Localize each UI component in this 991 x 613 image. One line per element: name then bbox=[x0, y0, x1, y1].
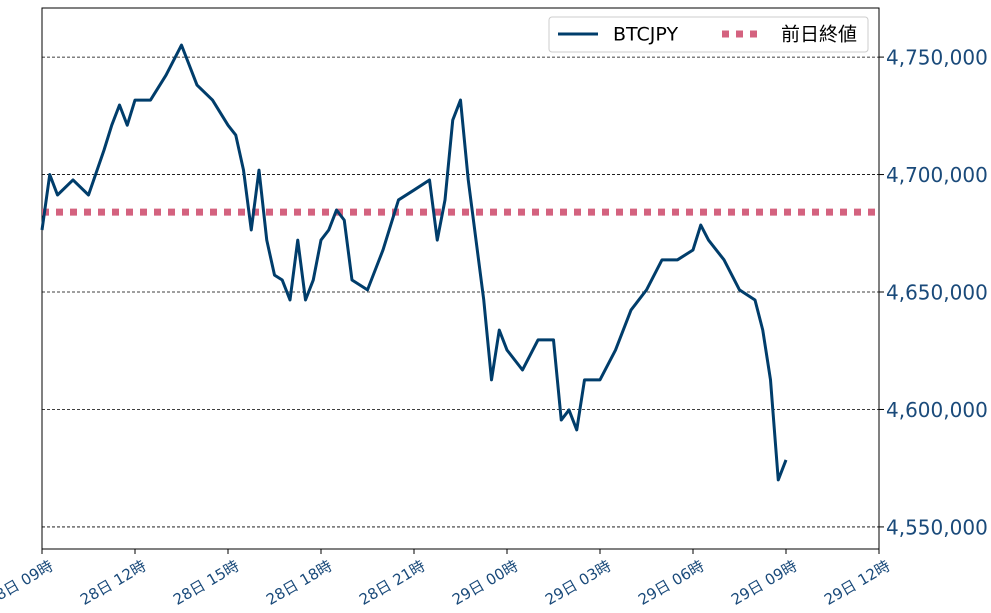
y-tick-label: 4,550,000 bbox=[886, 515, 988, 539]
x-tick-label: 29日 03時 bbox=[542, 557, 614, 609]
legend-label: 前日終値 bbox=[781, 24, 857, 46]
x-tick-label: 28日 09時 bbox=[0, 557, 56, 609]
x-tick-label: 29日 06時 bbox=[635, 557, 707, 609]
y-tick-label: 4,700,000 bbox=[886, 163, 988, 187]
x-tick-label: 28日 21時 bbox=[356, 557, 428, 609]
x-tick-label: 29日 00時 bbox=[449, 557, 521, 609]
legend-box bbox=[548, 16, 869, 53]
y-tick-label: 4,650,000 bbox=[886, 281, 988, 305]
x-tick-label: 28日 18時 bbox=[263, 557, 335, 609]
plot-frame bbox=[41, 7, 880, 550]
data-line bbox=[40, 43, 788, 482]
y-tick-label: 4,750,000 bbox=[886, 46, 988, 70]
x-tick-label: 28日 12時 bbox=[77, 557, 149, 609]
x-tick-label: 29日 09時 bbox=[728, 557, 800, 609]
x-tick-label: 28日 15時 bbox=[170, 557, 242, 609]
legend-label: BTCJPY bbox=[613, 24, 678, 46]
y-tick-label: 4,600,000 bbox=[886, 398, 988, 422]
legend: BTCJPY 前日終値 bbox=[548, 16, 869, 53]
x-tick-label: 29日 12時 bbox=[821, 557, 893, 609]
